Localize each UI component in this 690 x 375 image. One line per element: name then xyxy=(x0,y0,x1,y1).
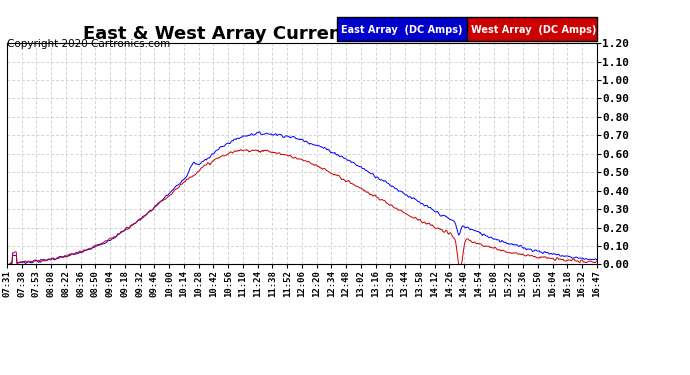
Text: West Array  (DC Amps): West Array (DC Amps) xyxy=(471,25,596,35)
Title: East & West Array Current Fri Feb 14 16:47: East & West Array Current Fri Feb 14 16:… xyxy=(83,25,520,43)
Text: Copyright 2020 Cartronics.com: Copyright 2020 Cartronics.com xyxy=(7,39,170,50)
Text: East Array  (DC Amps): East Array (DC Amps) xyxy=(341,25,462,35)
